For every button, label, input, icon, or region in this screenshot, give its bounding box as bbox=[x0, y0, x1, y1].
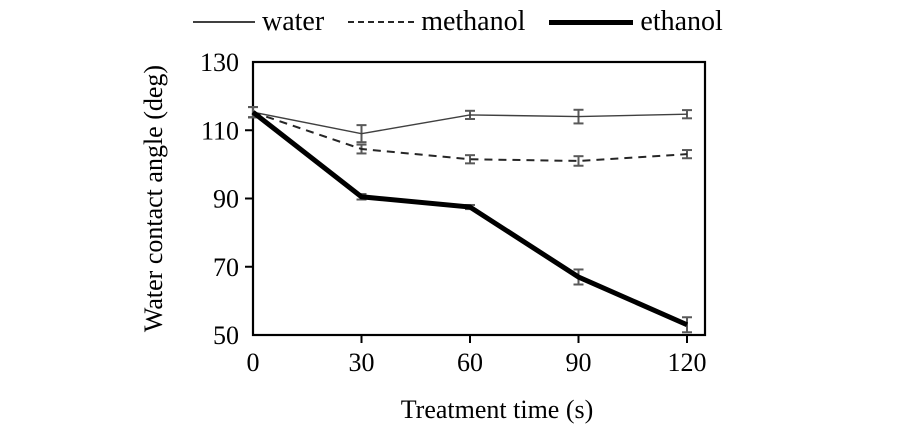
legend-item-ethanol: ethanol bbox=[549, 6, 723, 37]
x-tick-label: 90 bbox=[566, 348, 592, 377]
x-tick-label: 0 bbox=[247, 348, 260, 377]
ethanol-line-swatch bbox=[549, 19, 634, 25]
plot-frame bbox=[251, 60, 707, 337]
y-axis-title: Water contact angle (deg) bbox=[139, 65, 168, 332]
x-axis-title: Treatment time (s) bbox=[401, 395, 594, 424]
water-line bbox=[252, 111, 688, 135]
methanol-line bbox=[252, 111, 688, 162]
legend-item-methanol: methanol bbox=[348, 8, 525, 36]
y-tick-label: 70 bbox=[213, 253, 239, 282]
y-tick-label: 110 bbox=[201, 116, 239, 145]
y-tick-label: 50 bbox=[213, 321, 239, 350]
water-line-swatch bbox=[193, 21, 255, 23]
x-tick-label: 120 bbox=[668, 348, 707, 377]
legend-label-methanol: methanol bbox=[421, 6, 526, 37]
methanol-line-swatch bbox=[348, 21, 415, 23]
legend-item-water: water bbox=[193, 8, 324, 36]
legend-label-ethanol: ethanol bbox=[640, 6, 723, 37]
legend-label-water: water bbox=[262, 6, 325, 37]
x-tick-label: 60 bbox=[457, 348, 483, 377]
y-tick-label: 130 bbox=[200, 48, 239, 77]
y-tick-label: 90 bbox=[213, 185, 239, 214]
ethanol-line bbox=[251, 110, 689, 328]
legend: water methanol ethanol bbox=[193, 4, 723, 40]
x-tick-label: 30 bbox=[349, 348, 375, 377]
